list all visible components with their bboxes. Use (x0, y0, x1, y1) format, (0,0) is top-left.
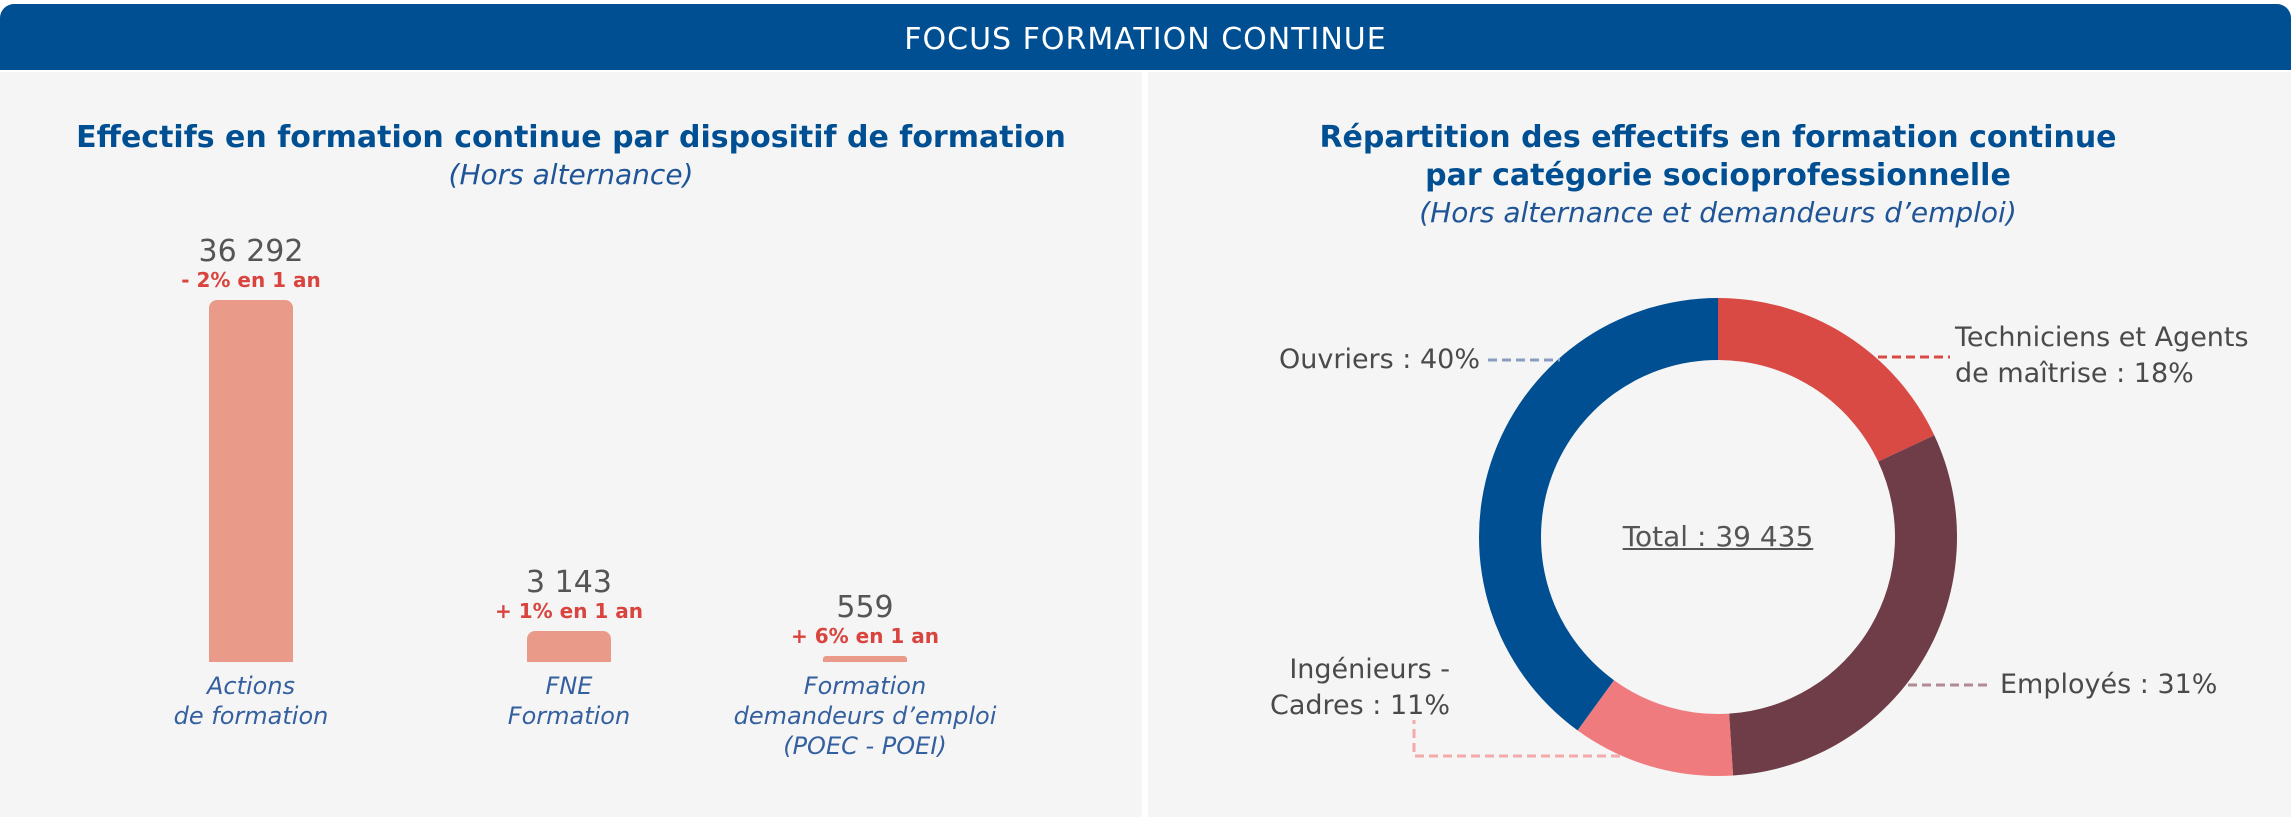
left-panel (0, 72, 1142, 817)
bar-value-label: 36 292 (198, 234, 304, 269)
donut-slice-label-line: Employés : 31% (2000, 669, 2218, 700)
donut-slice-label-line: Techniciens et Agents (1955, 322, 2249, 353)
donut-chart-subtitle: (Hors alternance et demandeurs d’emploi) (1419, 196, 2017, 229)
donut-slice-2 (1729, 435, 1958, 776)
bar-category-label: FNE Formation (419, 671, 719, 731)
bar-category-line: Formation (507, 702, 631, 730)
bar-category-line: FNE (545, 672, 593, 700)
bar-category-label: Actions de formation (101, 671, 401, 731)
donut-chart-title-line2: par catégorie socioprofessionnelle (1425, 158, 2011, 193)
donut-total-label: Total : 39 435 (1622, 520, 1814, 553)
donut-slice-3 (1577, 680, 1734, 776)
donut-slice-label-line: Ouvriers : 40% (1279, 344, 1480, 375)
bar-chart-title: Effectifs en formation continue par disp… (76, 120, 1066, 155)
right-panel (1148, 72, 2291, 817)
bar-category-line: Actions (206, 672, 296, 700)
bar-change-label: + 1% en 1 an (494, 598, 644, 623)
donut-slice-label-line: Cadres : 11% (1270, 690, 1450, 721)
donut-slice-label-line: Ingénieurs - (1289, 654, 1450, 685)
bar-category-line: (POEC - POEI) (783, 732, 947, 760)
donut-slice-label-line: de maîtrise : 18% (1955, 358, 2194, 389)
donut-slice-label: Employés : 31% (2000, 667, 2217, 703)
donut-slice-label: Techniciens et Agents de maîtrise : 18% (1955, 320, 2249, 392)
bar-value-label: 559 (836, 590, 894, 626)
donut-leader-line-3 (1412, 720, 1620, 758)
banner-title: FOCUS FORMATION CONTINUE (0, 4, 2291, 70)
bar-value-label: 3 143 (526, 564, 612, 600)
bar-category-label: Formation demandeurs d’emploi (POEC - POEI… (715, 671, 1015, 761)
bar-change-label: + 6% en 1 an (790, 624, 940, 649)
bar-1 (209, 300, 293, 662)
bar-category-line: Formation (803, 672, 927, 700)
donut-slice-4 (1479, 298, 1718, 731)
bar-category-line: demandeurs d’emploi (733, 702, 997, 730)
donut-slice-1 (1718, 298, 1935, 462)
donut-chart-title-line1: Répartition des effectifs en formation c… (1319, 120, 2117, 155)
bar-3 (823, 656, 907, 662)
bar-category-line: de formation (173, 702, 329, 730)
bar-chart-subtitle: (Hors alternance) (448, 158, 694, 191)
donut-slice-label: Ouvriers : 40% (1200, 342, 1480, 378)
bar-change-label: - 2% en 1 an (181, 268, 321, 292)
bar-2 (527, 630, 611, 662)
donut-slice-label: Ingénieurs - Cadres : 11% (1250, 652, 1450, 724)
